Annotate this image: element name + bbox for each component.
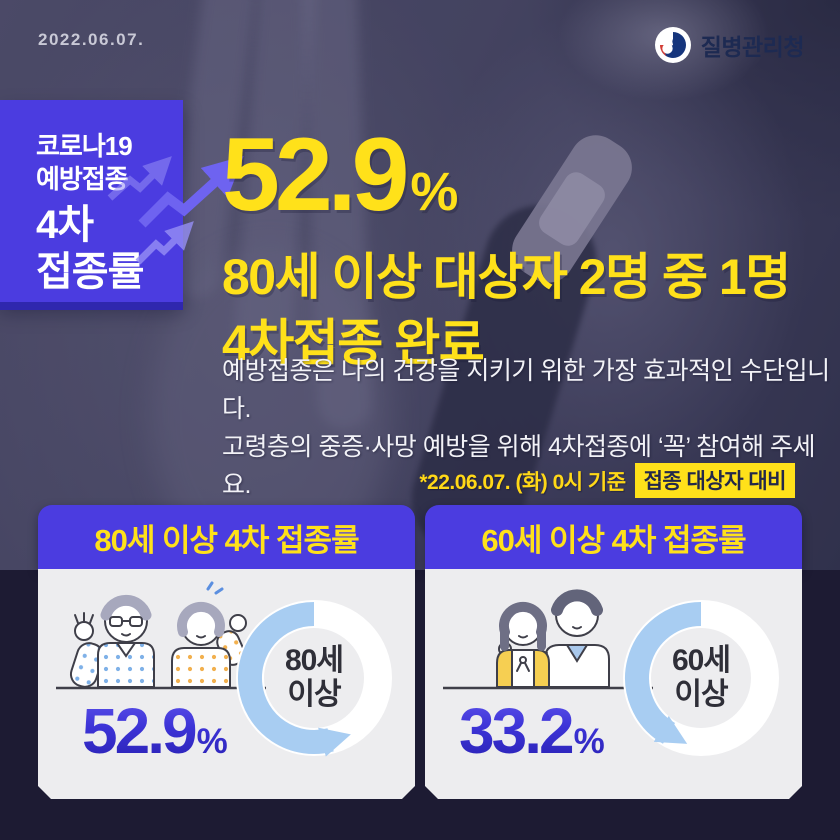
card-60-value: 33.2 (459, 695, 572, 767)
card-80-body: 52.9 % 80세 이상 (38, 569, 415, 799)
trend-up-arrows-icon (107, 155, 244, 265)
card-60-body: 33.2 % 60세 이상 (425, 569, 802, 799)
adult-couple-illustration (441, 581, 655, 699)
badge-line-1: 코로나19 (36, 131, 133, 161)
background-photo (0, 0, 840, 572)
kdca-logo: 질병관리청 (654, 26, 805, 64)
donut-label-line1: 60세 (672, 644, 730, 677)
elderly-couple-illustration (54, 581, 268, 699)
card-60-plus: 60세 이상 4차 접종률 (425, 505, 802, 799)
card-60-donut-gauge: 60세 이상 (608, 585, 794, 771)
headline-block: 52.9 % 80세 이상 대상자 2명 중 1명 4차접종 완료 (222, 117, 791, 373)
card-80-title: 80세 이상 4차 접종률 (94, 522, 359, 558)
card-80-value: 52.9 (82, 695, 195, 767)
headline-line-3: 4차접종 완료 (222, 314, 485, 371)
card-60-unit: % (573, 722, 604, 761)
topic-badge: 코로나19 예방접종 4차 접종률 (0, 100, 244, 310)
donut-label-line2: 이상 (287, 678, 341, 711)
headline-percentage: 52.9 (222, 117, 409, 233)
headline-line-2: 80세 이상 대상자 2명 중 1명 (222, 248, 791, 305)
badge-line-2: 예방접종 (36, 164, 129, 194)
note-date-basis: *22.06.07. (화) 0시 기준 (419, 470, 626, 494)
reference-note: *22.06.07. (화) 0시 기준 접종 대상자 대비 (419, 463, 795, 498)
date-label: 2022.06.07. (38, 30, 145, 49)
donut-label-line1: 80세 (285, 644, 343, 677)
stat-cards-row: 80세 이상 4차 접종률 (38, 505, 802, 799)
card-60-donut-label: 60세 이상 (608, 585, 794, 771)
note-highlight-tag: 접종 대상자 대비 (634, 463, 795, 498)
donut-chart-icon (221, 585, 407, 771)
kdca-logo-icon (654, 27, 691, 63)
description-line-2: 고령층의 중증·사망 예방을 위해 4차접종에 ‘꼭’ 참여해 주세요. (222, 433, 816, 499)
card-80-donut-gauge: 80세 이상 (221, 585, 407, 771)
badge-line-4: 접종률 (36, 250, 144, 294)
badge-line-3: 4차 (36, 203, 94, 247)
description-block: 예방접종은 나의 건강을 지키기 위한 가장 효과적인 수단입니다. 고령층의 … (222, 352, 840, 504)
card-80-percentage: 52.9 % (82, 699, 227, 763)
card-80-plus: 80세 이상 4차 접종률 (38, 505, 415, 799)
donut-label-line2: 이상 (674, 678, 728, 711)
headline-percent-sign: % (410, 162, 458, 222)
donut-chart-icon (608, 585, 794, 771)
card-60-percentage: 33.2 % (459, 699, 604, 763)
agency-name: 질병관리청 (700, 34, 805, 60)
description-line-1: 예방접종은 나의 건강을 지키기 위한 가장 효과적인 수단입니다. (222, 357, 830, 423)
card-60-header: 60세 이상 4차 접종률 (425, 505, 802, 569)
card-80-donut-label: 80세 이상 (221, 585, 407, 771)
card-60-title: 60세 이상 4차 접종률 (481, 522, 746, 558)
card-80-header: 80세 이상 4차 접종률 (38, 505, 415, 569)
